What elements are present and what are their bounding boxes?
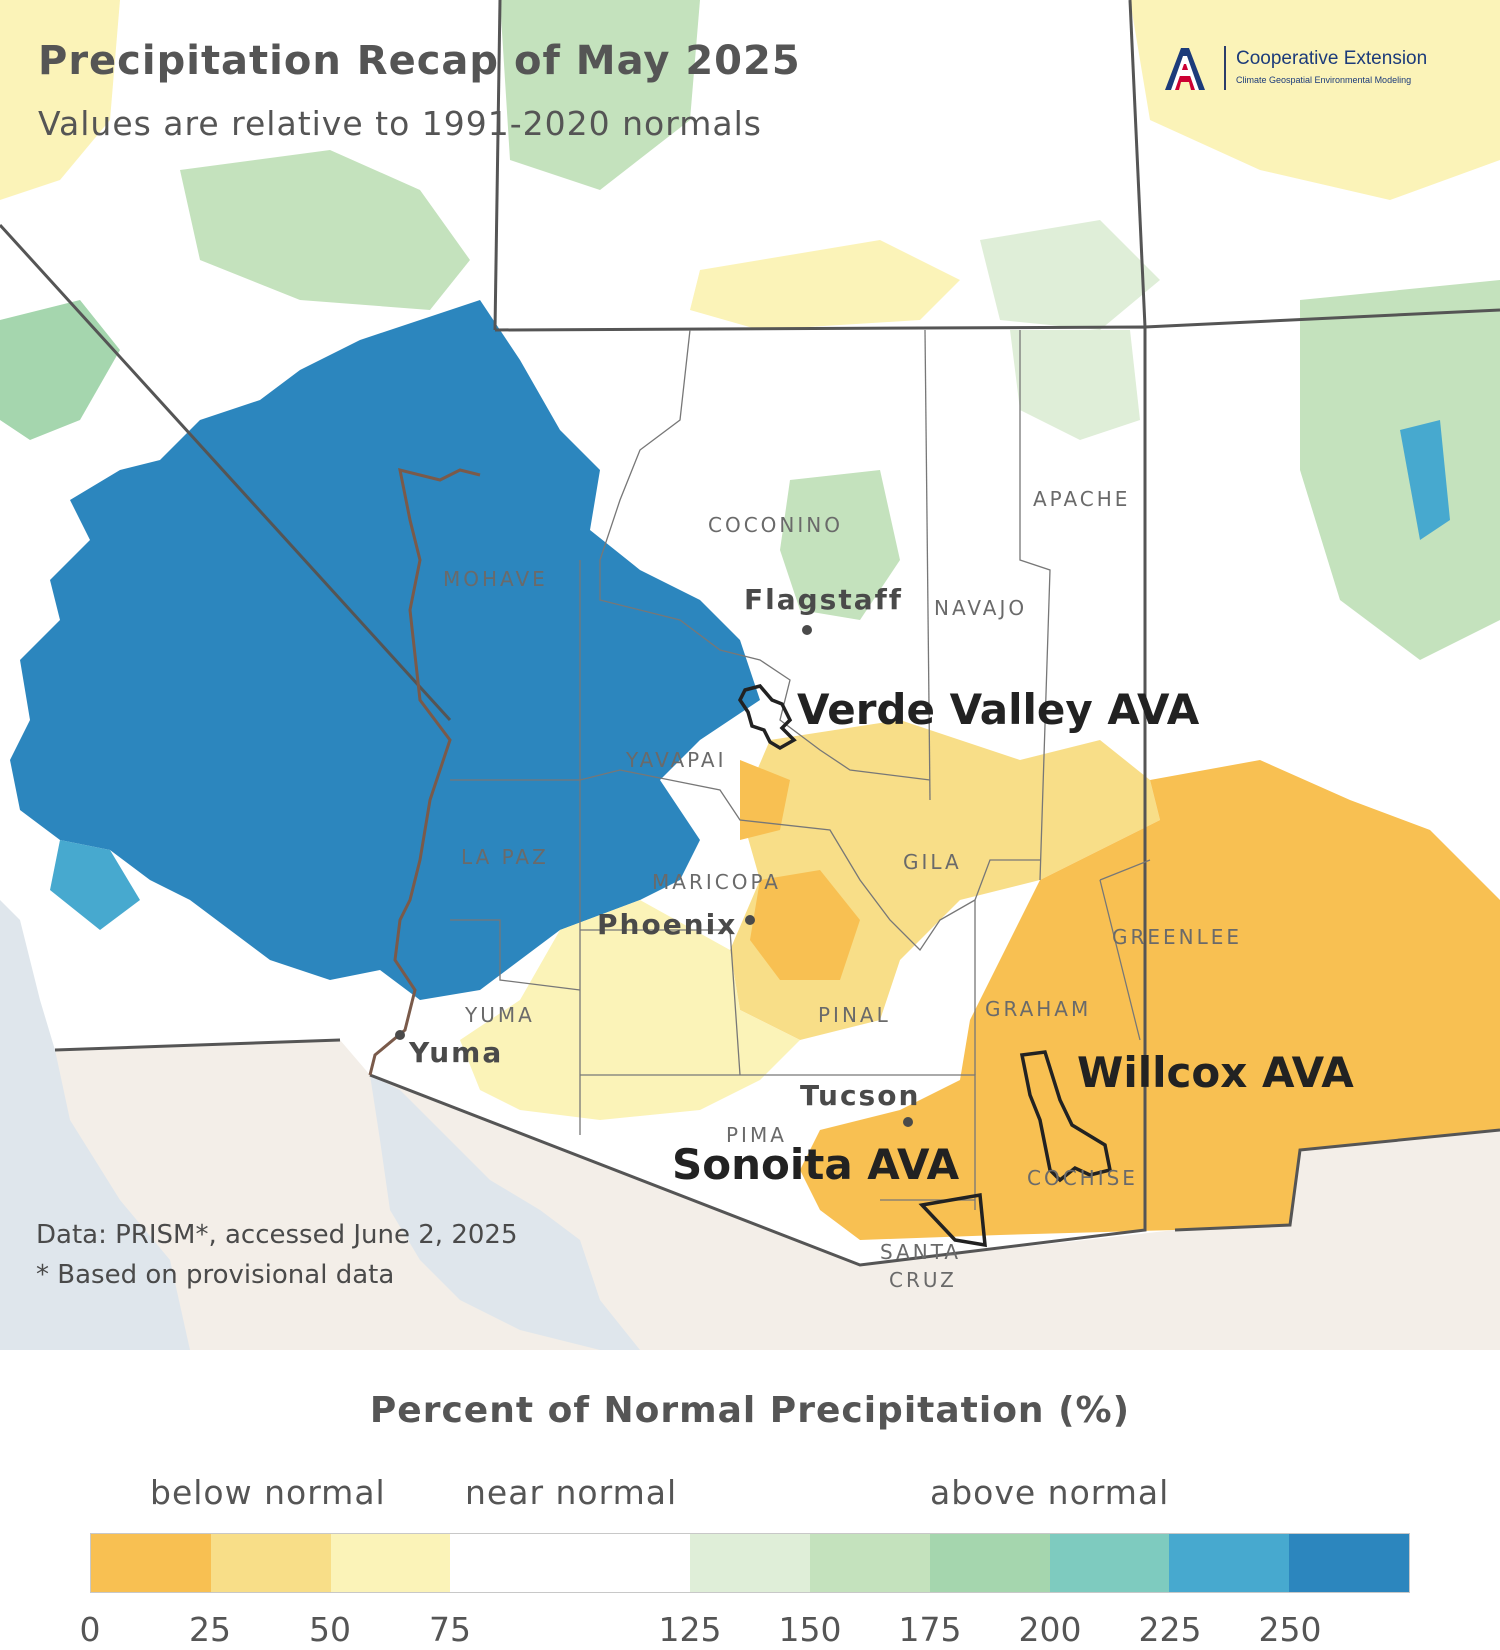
logo-separator <box>1224 46 1226 90</box>
region-utah-slightly-below <box>690 240 960 330</box>
provisional-data-footnote: * Based on provisional data <box>36 1260 395 1290</box>
city-markers <box>395 625 913 1127</box>
region-much-below-pinal <box>750 870 860 980</box>
legend-color-bar <box>90 1533 1410 1593</box>
county-label-santa: SANTA <box>880 1240 962 1264</box>
precipitation-map <box>0 0 1500 1350</box>
region-northeast-slightly-below <box>1130 0 1500 200</box>
gulf-of-california <box>370 1075 640 1350</box>
map-subtitle: Values are relative to 1991-2020 normals <box>38 104 762 143</box>
county-boundaries <box>450 329 1151 1210</box>
county-label-yuma: YUMA <box>465 1003 535 1027</box>
legend-tick-25: 25 <box>189 1610 231 1649</box>
city-label-tucson: Tucson <box>800 1079 921 1112</box>
legend-tick-175: 175 <box>898 1610 962 1649</box>
legend-swatch-6 <box>809 1534 930 1592</box>
ava-label-sonoita: Sonoita AVA <box>672 1140 960 1189</box>
county-label-greenlee: GREENLEE <box>1112 925 1243 949</box>
region-east-blue-spots <box>1400 420 1450 540</box>
sonoita-ava-outline <box>918 1192 987 1248</box>
legend-swatch-2 <box>330 1534 451 1592</box>
legend-swatch-10 <box>1289 1534 1409 1592</box>
tucson-marker <box>903 1117 913 1127</box>
legend-tick-250: 250 <box>1258 1610 1322 1649</box>
colorado-river <box>368 467 481 1076</box>
map-title: Precipitation Recap of May 2025 <box>38 38 801 84</box>
region-north-green-2 <box>500 0 700 190</box>
region-north-green <box>180 150 470 310</box>
ava-outlines <box>737 684 1113 1248</box>
phoenix-marker <box>745 915 755 925</box>
region-slightly-below-south <box>460 900 800 1120</box>
legend-title: Percent of Normal Precipitation (%) <box>369 1390 1131 1431</box>
county-label-navajo: NAVAJO <box>934 596 1028 620</box>
state-boundaries <box>0 0 1500 1267</box>
legend-swatch-8 <box>1049 1534 1170 1592</box>
cooperative-extension-logo: Cooperative Extension Climate Geospatial… <box>1162 44 1462 94</box>
region-slightly-above-fringe <box>0 300 120 440</box>
region-much-below-maricopa <box>740 760 790 840</box>
verde-valley-ava-outline <box>737 684 797 751</box>
legend-swatch-0 <box>91 1534 211 1592</box>
legend-swatch-7 <box>929 1534 1050 1592</box>
city-label-flagstaff: Flagstaff <box>744 583 903 616</box>
mexico-land <box>0 1040 1500 1350</box>
region-north-slightly-below <box>0 0 120 200</box>
ocean <box>0 900 190 1350</box>
legend-category-above-normal: above normal <box>930 1473 1170 1512</box>
legend-swatch-5 <box>690 1534 810 1592</box>
legend-swatch-3 <box>450 1534 571 1592</box>
county-label-pima: PIMA <box>726 1123 787 1147</box>
region-navajo-green <box>1010 330 1140 440</box>
county-label-cochise: COCHISE <box>1027 1166 1138 1190</box>
region-above-normal-fringe <box>50 840 140 930</box>
county-label-mohave: MOHAVE <box>443 567 548 591</box>
legend-tick-200: 200 <box>1018 1610 1082 1649</box>
university-a-logo-icon <box>1165 48 1205 90</box>
legend-tick-75: 75 <box>429 1610 471 1649</box>
county-label-graham: GRAHAM <box>985 997 1092 1021</box>
county-label-pinal: PINAL <box>818 1003 891 1027</box>
ava-label-verde-valley: Verde Valley AVA <box>797 685 1200 734</box>
city-label-phoenix: Phoenix <box>597 908 738 941</box>
legend-tick-225: 225 <box>1138 1610 1202 1649</box>
region-east-green <box>1300 280 1500 660</box>
county-label-gila: GILA <box>903 850 962 874</box>
logo-program-name: Climate Geospatial Environmental Modelin… <box>1236 75 1412 85</box>
legend-tick-150: 150 <box>778 1610 842 1649</box>
legend-category-near-normal: near normal <box>465 1473 678 1512</box>
legend-tick-50: 50 <box>309 1610 351 1649</box>
data-source-note: Data: PRISM*, accessed June 2, 2025 <box>36 1220 518 1250</box>
county-label-la-paz: LA PAZ <box>461 845 549 869</box>
county-label-maricopa: MARICOPA <box>652 870 781 894</box>
region-coconino-green <box>780 470 900 620</box>
county-label-cruz: CRUZ <box>889 1268 957 1292</box>
yuma-marker <box>395 1030 405 1040</box>
legend-swatch-1 <box>210 1534 331 1592</box>
region-north-green-3 <box>980 220 1160 330</box>
willcox-ava-outline <box>1019 1050 1113 1183</box>
flagstaff-marker <box>802 625 812 635</box>
city-label-yuma: Yuma <box>409 1036 504 1069</box>
legend-tick-0: 0 <box>79 1610 101 1649</box>
legend-swatch-4 <box>570 1534 691 1592</box>
legend-category-below-normal: below normal <box>150 1473 386 1512</box>
county-label-coconino: COCONINO <box>708 513 843 537</box>
legend-swatch-9 <box>1169 1534 1290 1592</box>
county-label-apache: APACHE <box>1033 487 1131 511</box>
logo-org-name: Cooperative Extension <box>1236 48 1428 69</box>
legend-tick-125: 125 <box>658 1610 722 1649</box>
ava-label-willcox: Willcox AVA <box>1077 1048 1354 1097</box>
county-label-yavapai: YAVAPAI <box>626 748 727 772</box>
